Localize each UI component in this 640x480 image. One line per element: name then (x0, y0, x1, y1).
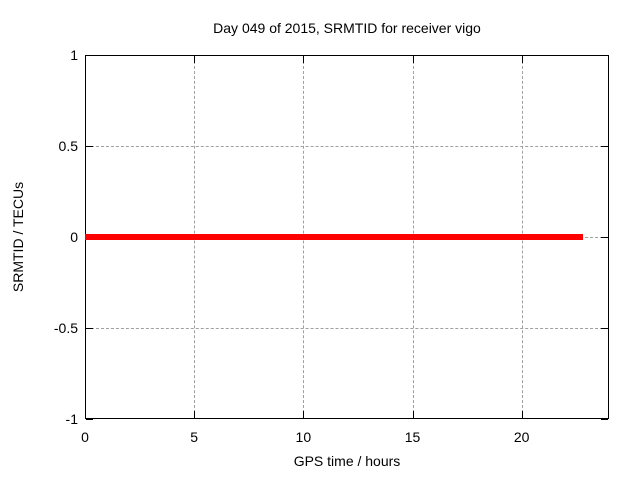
y-tick-mark-right (601, 328, 608, 329)
x-tick-label: 15 (404, 429, 421, 445)
x-tick-mark-top (303, 56, 305, 63)
x-tick-label: 10 (295, 429, 312, 445)
grid-line-horizontal (86, 146, 608, 147)
y-tick-mark-left (86, 146, 93, 147)
y-tick-mark-left (86, 55, 93, 56)
x-tick-label: 0 (81, 429, 89, 445)
data-line-srmtid (85, 234, 583, 240)
x-tick-label: 5 (190, 429, 199, 445)
x-tick-label: 20 (513, 429, 530, 445)
x-tick-mark-top (85, 56, 86, 63)
x-tick-mark-bottom (521, 411, 523, 418)
y-tick-mark-right (601, 55, 608, 56)
x-tick-mark-bottom (85, 411, 86, 418)
y-tick-label: 1 (70, 47, 78, 63)
x-tick-mark-bottom (194, 411, 196, 418)
y-tick-mark-left (86, 328, 93, 329)
x-axis-label: GPS time / hours (293, 453, 401, 469)
y-tick-label: -1 (65, 411, 78, 427)
y-tick-mark-right (601, 237, 608, 238)
x-tick-mark-top (412, 56, 414, 63)
y-tick-label: -0.5 (53, 320, 78, 336)
x-tick-mark-bottom (303, 411, 305, 418)
y-tick-label: 0 (70, 229, 78, 245)
y-tick-mark-left (86, 419, 93, 420)
x-tick-mark-top (194, 56, 196, 63)
chart-title: Day 049 of 2015, SRMTID for receiver vig… (213, 20, 481, 36)
y-tick-mark-right (601, 146, 608, 147)
grid-line-horizontal (86, 328, 608, 329)
x-tick-mark-bottom (412, 411, 414, 418)
y-tick-label: 0.5 (58, 138, 78, 154)
x-tick-mark-top (521, 56, 523, 63)
y-tick-mark-right (601, 419, 608, 420)
